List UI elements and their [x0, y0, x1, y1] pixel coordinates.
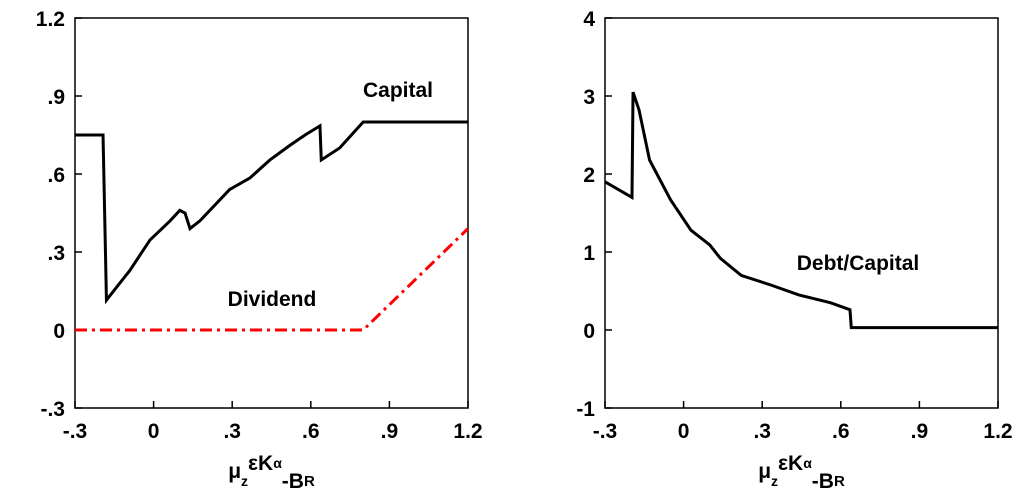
x-tick-label: .6	[302, 420, 320, 443]
y-tick-label: .9	[47, 86, 65, 109]
x-axis-label-part: z	[241, 473, 248, 489]
x-tick-label: .9	[381, 420, 399, 443]
y-tick-label: 4	[583, 8, 595, 31]
y-tick-label: -.3	[40, 398, 65, 421]
plot-frame	[74, 17, 469, 409]
series-line	[75, 227, 470, 332]
y-tick-label: 0	[53, 320, 65, 343]
y-tick-label: 3	[583, 86, 595, 109]
x-tick-label: 0	[148, 420, 160, 443]
x-axis-label-part: z	[771, 473, 778, 489]
series-label: Capital	[363, 79, 433, 102]
y-tick-label: 1.2	[36, 8, 65, 31]
x-tick-label: 1.2	[453, 420, 482, 443]
x-tick-label: .3	[753, 420, 771, 443]
series-line	[75, 120, 468, 305]
x-tick-label: -.3	[593, 420, 618, 443]
x-axis-label-part: R	[834, 473, 845, 490]
y-tick-label: 1	[583, 242, 595, 265]
x-axis-label-part: μ	[758, 460, 771, 483]
x-tick-label: -.3	[63, 420, 88, 443]
x-axis-label-part: R	[304, 473, 315, 490]
x-axis-label-part: εK	[248, 452, 273, 475]
x-axis-label: μzεKα-BR	[228, 452, 315, 493]
x-tick-label: .9	[911, 420, 929, 443]
y-tick-label: 0	[583, 320, 595, 343]
plot-frame	[604, 17, 999, 409]
x-tick-label: .3	[223, 420, 241, 443]
x-axis-label-part: μ	[228, 460, 241, 483]
y-tick-label: .3	[47, 242, 65, 265]
x-axis-label-part: εK	[778, 452, 803, 475]
x-axis-label-part: -B	[812, 470, 834, 493]
y-tick-label: -1	[576, 398, 595, 421]
x-axis-label-part: α	[273, 455, 282, 471]
x-tick-label: .6	[832, 420, 850, 443]
series-label: Debt/Capital	[797, 252, 920, 275]
x-tick-label: 1.2	[983, 420, 1012, 443]
y-tick-label: 2	[583, 164, 595, 187]
x-tick-label: 0	[678, 420, 690, 443]
chart-panel: -.3 0 .3 .6 .9 1.2 -1 0 1 2 3 4 μzεKα-BR Debt/Capital	[576, 8, 1012, 493]
series-label: Dividend	[228, 288, 317, 311]
y-tick-label: .6	[47, 164, 65, 187]
series-line	[604, 91, 998, 330]
x-axis-label-part: α	[803, 455, 812, 471]
x-axis-label-part: -B	[282, 470, 304, 493]
x-axis-label: μzεKα-BR	[758, 452, 845, 493]
chart-panel: -.3 0 .3 .6 .9 1.2 -.3 0 .3 .6 .9 1.2 μzεKα-BR Capita…	[36, 8, 483, 493]
